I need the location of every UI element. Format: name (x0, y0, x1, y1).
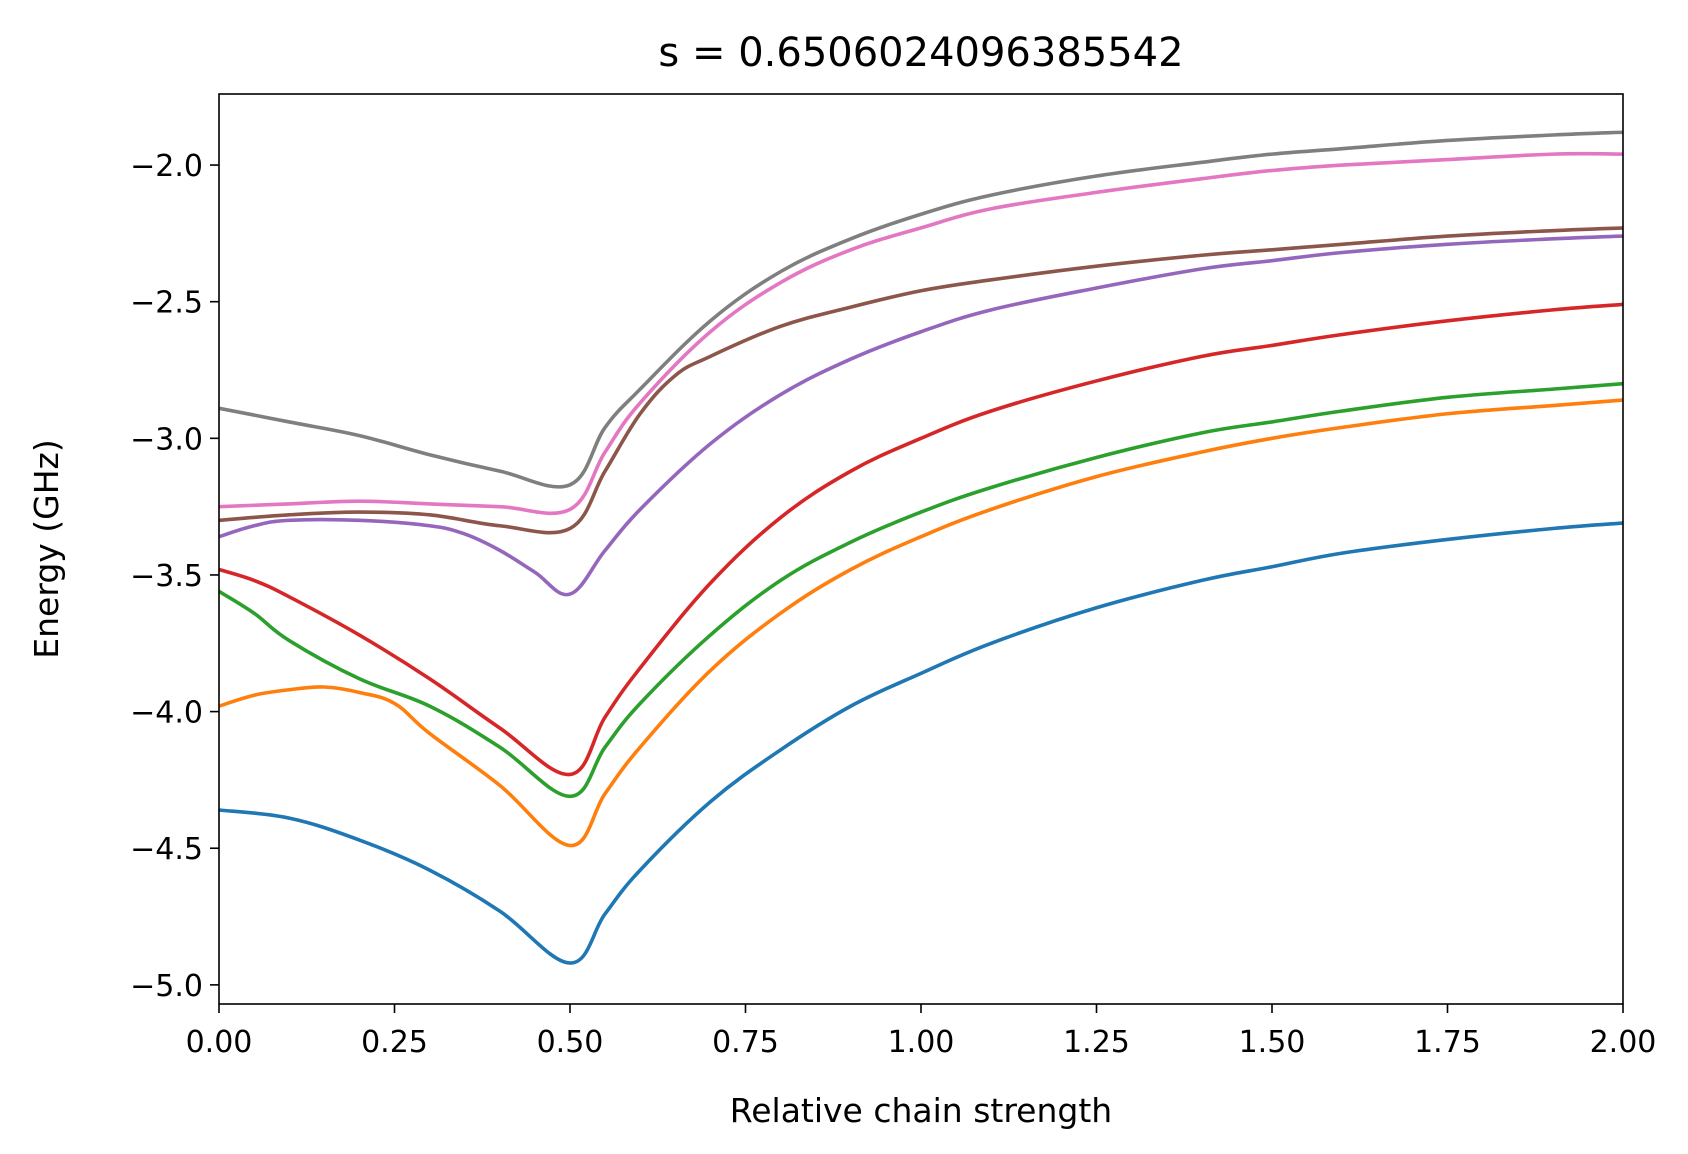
x-tick-label: 0.25 (361, 1025, 428, 1060)
series-line-1 (219, 521, 1623, 965)
x-tick-label: 1.75 (1414, 1025, 1481, 1060)
series-line-3 (219, 381, 1623, 799)
y-tick-label: −4.0 (130, 696, 203, 731)
y-tick-label: −3.5 (130, 559, 203, 594)
x-tick-label: 0.75 (712, 1025, 779, 1060)
chart-title: s = 0.6506024096385542 (658, 30, 1183, 76)
x-tick-label: 1.25 (1063, 1025, 1130, 1060)
series-line-7 (219, 151, 1623, 516)
series-layer (219, 130, 1623, 965)
y-axis-ticks: −5.0 −4.5 −4.0 −3.5 −3.0 −2.5 −2.0 (130, 149, 219, 1004)
series-line-4 (219, 302, 1623, 777)
x-tick-label: 1.00 (888, 1025, 955, 1060)
x-tick-label: 0.50 (537, 1025, 604, 1060)
y-axis-label: Energy (GHz) (27, 439, 66, 658)
series-line-6 (219, 226, 1623, 535)
y-tick-label: −3.0 (130, 422, 203, 457)
series-line-5 (219, 234, 1623, 597)
y-tick-label: −4.5 (130, 832, 203, 867)
x-tick-label: 2.00 (1590, 1025, 1657, 1060)
y-tick-label: −5.0 (130, 969, 203, 1004)
x-axis-ticks: 0.00 0.25 0.50 0.75 1.00 1.25 1.50 1.75 2.00 (186, 1004, 1657, 1060)
series-line-8 (219, 130, 1623, 489)
x-tick-label: 0.00 (186, 1025, 253, 1060)
x-axis-label: Relative chain strength (730, 1091, 1112, 1130)
series-line-2 (219, 398, 1623, 848)
y-tick-label: −2.5 (130, 286, 203, 321)
y-tick-label: −2.0 (130, 149, 203, 184)
x-tick-label: 1.50 (1239, 1025, 1306, 1060)
